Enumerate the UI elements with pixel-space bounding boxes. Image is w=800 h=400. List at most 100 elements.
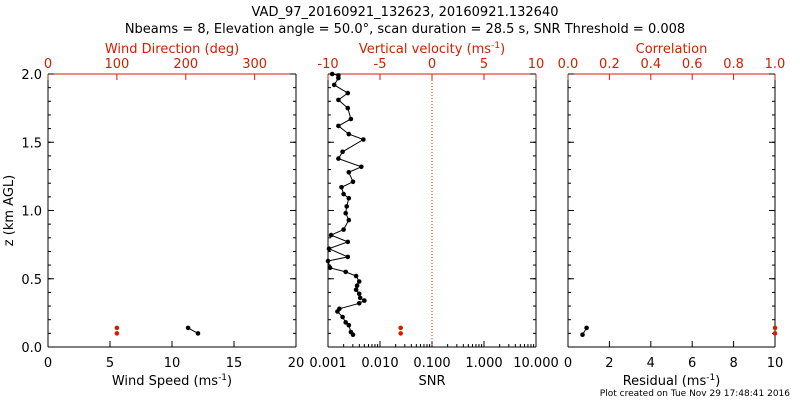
vertical-velocity-data-point (341, 227, 346, 232)
y-tick-label: 0.5 (21, 273, 42, 288)
vertical-velocity-data-point (346, 170, 352, 175)
residual-data-point (584, 325, 589, 331)
vertical-velocity-data-point (346, 195, 352, 201)
top-axis-title: Wind Direction (deg) (105, 42, 239, 57)
top-tick-label: 0.2 (599, 57, 620, 72)
vertical-velocity-data-point (341, 191, 346, 197)
vertical-velocity-data-point (336, 73, 341, 78)
figure-title-line1: VAD_97_20160921_132623, 20160921.132640 (252, 5, 559, 20)
plot-credit: Plot created on Tue Nov 29 17:48:41 2016 (600, 389, 790, 399)
vertical-velocity-data-point (356, 301, 362, 306)
vertical-velocity-data-point (340, 314, 345, 320)
top-axis-title-close: ) (500, 42, 505, 57)
top-axis-title: Correlation (636, 42, 708, 57)
bottom-tick-label: 1.000 (465, 356, 502, 371)
vertical-velocity-data-point (361, 137, 366, 142)
top-tick-label: 300 (242, 57, 267, 72)
wind-speed-data-point (195, 331, 201, 336)
vertical-velocity-data-point (345, 90, 351, 96)
correlation-data-point (772, 331, 778, 336)
vertical-velocity-data-point (340, 149, 345, 155)
bottom-tick-label: 6 (688, 356, 696, 371)
bottom-tick-label: 0.100 (413, 356, 450, 371)
vertical-velocity-data-point (327, 265, 333, 271)
top-axis-title: Vertical velocity (ms-1) (359, 41, 505, 57)
top-tick-label: 0 (428, 57, 436, 72)
vertical-velocity-data-point (348, 116, 354, 122)
vertical-velocity-data-point (356, 291, 362, 297)
bottom-tick-label: 0.001 (309, 356, 346, 371)
top-tick-label: 0 (44, 57, 52, 72)
vertical-velocity-data-point (339, 185, 344, 190)
bottom-tick-label: 10 (164, 356, 181, 371)
wind-speed-data-point (185, 325, 191, 331)
top-axis-title-text: Vertical velocity (ms (359, 42, 491, 57)
vertical-velocity-data-point (345, 239, 351, 245)
top-tick-label: 10 (528, 57, 545, 72)
y-axis-title: z (km AGL) (2, 175, 17, 246)
bottom-axis-title: SNR (418, 374, 445, 389)
vertical-velocity-data-point (343, 210, 349, 216)
bottom-axis-title: Wind Speed (ms-1) (112, 373, 232, 389)
bottom-axis-title-superscript: -1 (218, 373, 227, 383)
bottom-axis-title-text: Wind Speed (ms (112, 374, 218, 389)
vertical-velocity-data-point (331, 82, 337, 88)
vertical-velocity-data-point (328, 232, 334, 238)
bottom-tick-label: 0.010 (361, 356, 398, 371)
top-tick-label: 200 (173, 57, 198, 72)
y-tick-label: 1.0 (21, 205, 42, 220)
bottom-axis-title-close: ) (227, 374, 232, 389)
bottom-tick-label: 8 (729, 356, 737, 371)
vertical-velocity-data-point (362, 298, 367, 303)
vertical-velocity-data-point (326, 246, 332, 251)
vertical-velocity-data-point (336, 97, 341, 103)
vertical-velocity-data-point (346, 131, 352, 137)
wind-direction-data-point (114, 331, 120, 336)
bottom-tick-label: 15 (226, 356, 243, 371)
vertical-velocity-data-point (348, 329, 354, 335)
vertical-velocity-data-point (345, 105, 351, 111)
vertical-velocity-data-point (346, 322, 352, 328)
top-axis-title-text: Wind Direction (deg) (105, 42, 239, 57)
vertical-velocity-data-point (325, 258, 331, 264)
top-axis-title-superscript: -1 (491, 41, 500, 51)
bottom-tick-label: 0 (564, 356, 572, 371)
y-tick-label: 1.5 (21, 136, 42, 151)
bottom-axis-title-text: SNR (418, 374, 445, 389)
vertical-velocity-data-point (336, 123, 341, 129)
wind-direction-data-point (114, 325, 120, 331)
top-tick-label: 0.4 (640, 57, 661, 72)
vertical-velocity-data-point (343, 269, 349, 275)
y-tick-label: 2.0 (21, 68, 42, 83)
correlation-data-point (772, 325, 778, 331)
top-tick-label: 100 (104, 57, 129, 72)
vertical-velocity-data-point (345, 254, 351, 260)
top-tick-label: -10 (317, 57, 338, 72)
residual-data-point (580, 332, 585, 338)
vertical-velocity-data-point (344, 204, 350, 209)
bottom-axis-title-text: Residual (ms (623, 374, 707, 389)
snr-data-point (398, 331, 404, 336)
top-tick-label: 1.0 (765, 57, 786, 72)
vertical-velocity-data-point (359, 164, 364, 170)
vertical-velocity-data-point (336, 156, 341, 161)
bottom-tick-label: 0 (44, 356, 52, 371)
top-tick-label: 0.6 (682, 57, 703, 72)
bottom-axis-title-superscript: -1 (706, 373, 715, 383)
top-axis-title-text: Correlation (636, 42, 708, 57)
vertical-velocity-data-point (343, 320, 349, 325)
bottom-tick-label: 10 (767, 356, 784, 371)
vertical-velocity-data-point (356, 279, 362, 284)
figure-title-line2: Nbeams = 8, Elevation angle = 50.0°, sca… (125, 22, 685, 37)
vertical-velocity-data-point (354, 283, 360, 288)
vertical-velocity-data-point (350, 179, 356, 185)
vertical-velocity-data-point (329, 71, 335, 77)
vertical-velocity-data-point (337, 306, 342, 312)
bottom-tick-label: 5 (106, 356, 114, 371)
bottom-axis-title-close: ) (715, 374, 720, 389)
vertical-velocity-data-point (353, 287, 359, 293)
bottom-tick-label: 20 (288, 356, 305, 371)
bottom-tick-label: 4 (647, 356, 655, 371)
